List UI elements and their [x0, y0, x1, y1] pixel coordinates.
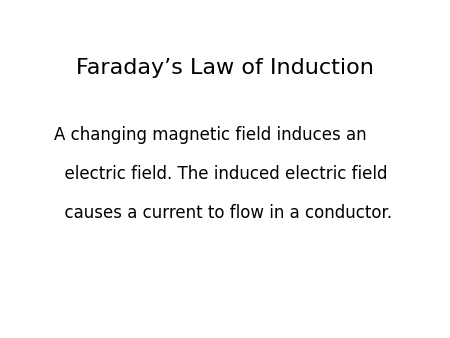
Text: electric field. The induced electric field: electric field. The induced electric fie… — [54, 165, 387, 183]
Text: Faraday’s Law of Induction: Faraday’s Law of Induction — [76, 57, 374, 78]
Text: A changing magnetic field induces an: A changing magnetic field induces an — [54, 126, 367, 144]
Text: causes a current to flow in a conductor.: causes a current to flow in a conductor. — [54, 204, 392, 222]
